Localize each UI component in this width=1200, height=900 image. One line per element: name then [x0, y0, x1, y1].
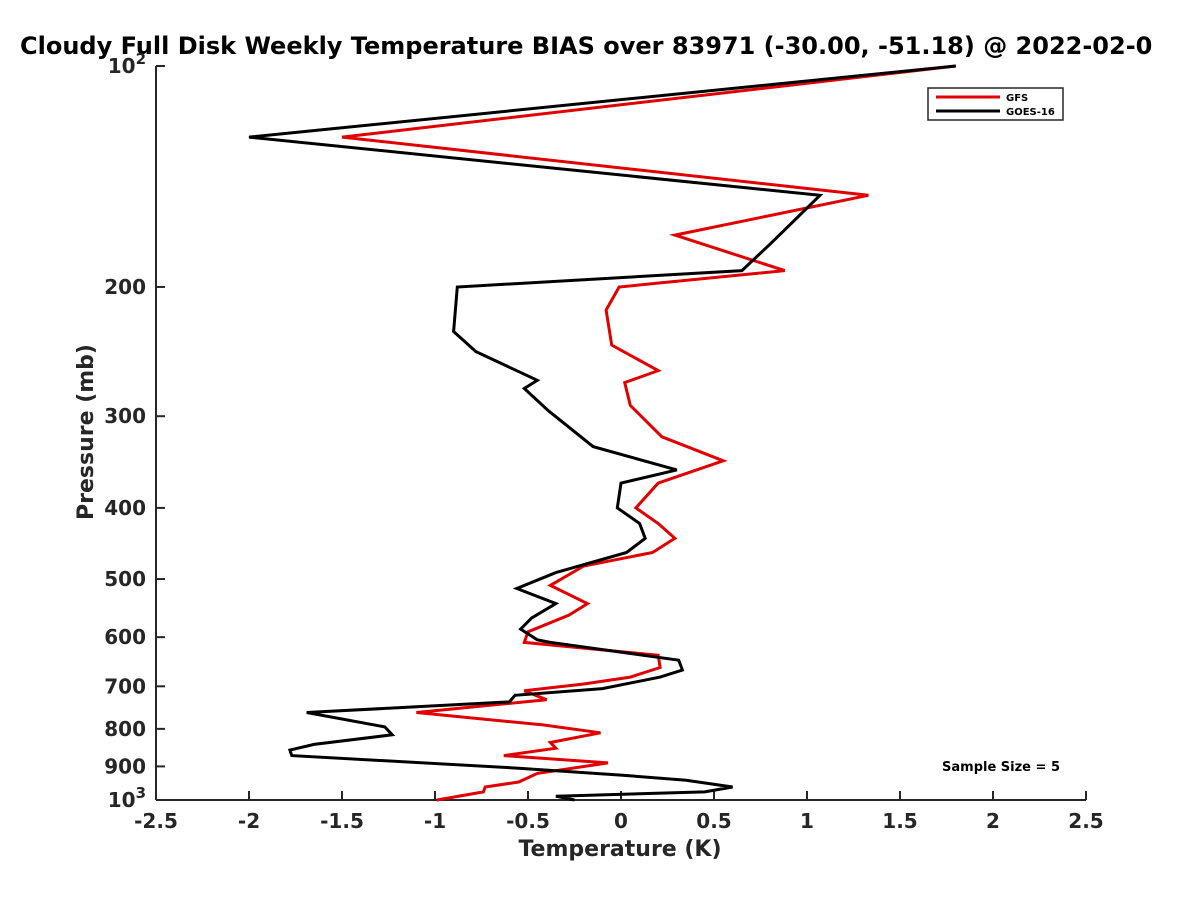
x-tick-label: -1 [424, 809, 446, 833]
series-lines [248, 64, 956, 802]
x-tick-label: 2.5 [1068, 809, 1103, 833]
x-tick-label: 2 [986, 809, 1000, 833]
y-tick-label: 103 [108, 784, 146, 812]
series-line-goes-16 [248, 64, 956, 802]
y-axis-label: Pressure (mb) [74, 344, 99, 520]
x-tick-label: 1.5 [882, 809, 917, 833]
legend: GFS GOES-16 [927, 87, 1064, 121]
sample-size-annotation: Sample Size = 5 [942, 760, 1060, 775]
y-tick-label: 500 [104, 567, 146, 591]
y-tick-label: 700 [104, 674, 146, 698]
y-tick-label: 900 [104, 754, 146, 778]
x-tick-label: 0.5 [696, 809, 731, 833]
x-tick-label: -1.5 [320, 809, 364, 833]
x-tick-label: -2 [238, 809, 260, 833]
legend-label: GFS [1006, 93, 1028, 104]
chart-title: Cloudy Full Disk Weekly Temperature BIAS… [20, 32, 1152, 60]
plot-axes: -2.5 -2 -1.5 -1 -0.5 0 0.5 1 1.5 2 2.5 102 200 300 400… [104, 50, 1103, 833]
y-tick-label: 300 [104, 404, 146, 428]
x-tick-label: 1 [800, 809, 814, 833]
x-tick-label: -2.5 [134, 809, 178, 833]
y-tick-label: 800 [104, 717, 146, 741]
legend-label: GOES-16 [1006, 107, 1055, 118]
y-tick-label: 102 [108, 50, 146, 78]
legend-box [927, 87, 1064, 121]
x-axis-label: Temperature (K) [518, 837, 721, 862]
x-tick-label: -0.5 [506, 809, 550, 833]
y-tick-label: 200 [104, 275, 146, 299]
x-tick-label: 0 [614, 809, 628, 833]
y-tick-label: 600 [104, 625, 146, 649]
y-tick-label: 400 [104, 496, 146, 520]
series-line-gfs [341, 64, 956, 802]
